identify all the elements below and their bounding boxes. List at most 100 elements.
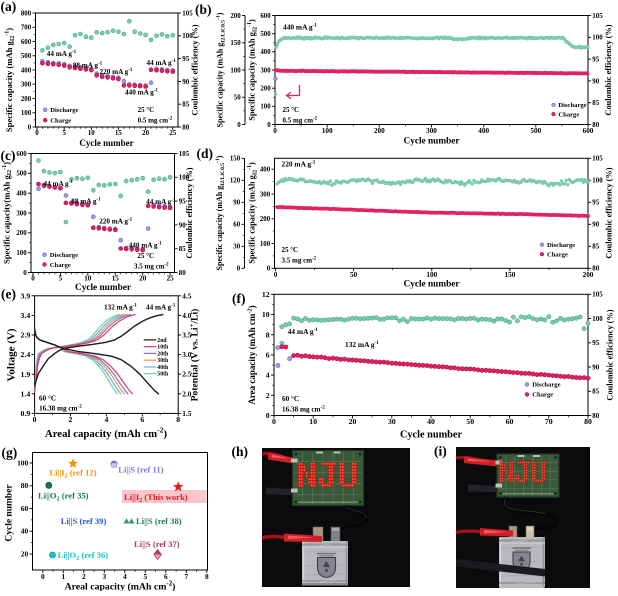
svg-text:500: 500 — [21, 53, 32, 60]
svg-text:25: 25 — [167, 275, 175, 283]
svg-text:Cycle number: Cycle number — [403, 137, 459, 147]
svg-text:25 °C: 25 °C — [282, 246, 299, 254]
svg-text:100: 100 — [426, 271, 437, 279]
svg-text:6: 6 — [266, 351, 270, 360]
svg-text:Cycle number: Cycle number — [400, 430, 462, 441]
svg-text:88 mA g-1: 88 mA g-1 — [71, 198, 101, 206]
svg-text:5: 5 — [62, 130, 66, 137]
svg-text:44 mA g-1: 44 mA g-1 — [47, 50, 77, 58]
svg-text:2: 2 — [69, 415, 73, 424]
svg-text:3.9: 3.9 — [21, 291, 31, 300]
svg-text:80: 80 — [179, 270, 186, 277]
svg-text:Charge: Charge — [547, 252, 568, 259]
svg-text:0: 0 — [237, 122, 241, 129]
svg-text:15: 15 — [112, 275, 120, 283]
svg-text:(e): (e) — [1, 287, 16, 302]
svg-text:44 mA g-1: 44 mA g-1 — [288, 327, 319, 336]
svg-text:25 °C: 25 °C — [138, 106, 155, 114]
svg-text:3: 3 — [102, 572, 106, 581]
svg-text:10: 10 — [88, 130, 95, 137]
svg-text:2: 2 — [266, 391, 270, 400]
svg-text:90: 90 — [182, 79, 189, 86]
svg-text:100: 100 — [182, 33, 193, 40]
svg-text:300: 300 — [21, 82, 32, 89]
svg-text:95: 95 — [592, 57, 599, 64]
svg-text:30: 30 — [388, 417, 396, 426]
svg-text:50: 50 — [466, 417, 474, 426]
svg-text:90: 90 — [592, 78, 599, 85]
svg-text:30th: 30th — [157, 358, 169, 364]
svg-text:200: 200 — [230, 13, 241, 20]
svg-text:Coulombic efficiency (%): Coulombic efficiency (%) — [185, 167, 194, 258]
svg-text:40: 40 — [21, 527, 29, 536]
svg-text:Specific capacity (mAh gI2-1): Specific capacity (mAh gI2-1) — [247, 19, 258, 121]
svg-text:10th: 10th — [157, 345, 169, 351]
svg-text:80: 80 — [592, 266, 599, 273]
svg-text:105: 105 — [182, 10, 193, 17]
svg-text:80: 80 — [584, 417, 592, 426]
svg-text:100: 100 — [230, 67, 241, 74]
svg-text:88 mA g-1: 88 mA g-1 — [73, 62, 103, 70]
svg-text:6: 6 — [164, 572, 168, 581]
svg-text:85: 85 — [592, 244, 599, 251]
svg-text:Li||S (ref 38): Li||S (ref 38) — [136, 516, 182, 526]
svg-text:10: 10 — [84, 275, 92, 283]
svg-text:132 mA g-1: 132 mA g-1 — [345, 340, 379, 349]
svg-text:300: 300 — [260, 191, 271, 198]
svg-text:(c): (c) — [1, 148, 16, 163]
svg-text:Discharge: Discharge — [50, 252, 78, 259]
svg-text:Li||I2 (This work): Li||I2 (This work) — [124, 492, 188, 504]
svg-text:25 °C: 25 °C — [283, 106, 300, 114]
svg-text:20: 20 — [21, 549, 29, 558]
svg-text:2.9: 2.9 — [21, 331, 31, 340]
svg-text:105: 105 — [592, 156, 603, 163]
svg-text:0: 0 — [272, 417, 276, 426]
svg-text:85: 85 — [592, 100, 599, 107]
svg-text:90: 90 — [592, 222, 599, 229]
svg-text:(d): (d) — [197, 146, 214, 161]
svg-text:440 mA g-1: 440 mA g-1 — [129, 242, 162, 250]
svg-text:600: 600 — [16, 151, 27, 158]
svg-text:Coulombic efficiency (%): Coulombic efficiency (%) — [605, 167, 614, 258]
svg-text:105: 105 — [592, 292, 603, 299]
svg-text:Specific capacity (mAh gI2/LiC: Specific capacity (mAh gI2/LiC0.5-1) — [215, 12, 226, 127]
svg-text:(f): (f) — [232, 291, 246, 306]
svg-text:Coulombic efficiency (%): Coulombic efficiency (%) — [191, 24, 200, 115]
svg-text:400: 400 — [21, 67, 32, 74]
svg-text:300: 300 — [260, 67, 271, 74]
svg-text:(g): (g) — [2, 445, 18, 460]
svg-text:600: 600 — [583, 127, 594, 135]
svg-text:95: 95 — [592, 340, 599, 347]
svg-text:200: 200 — [16, 230, 27, 237]
svg-text:2nd: 2nd — [157, 338, 167, 344]
svg-text:44 mA g-1: 44 mA g-1 — [147, 59, 177, 67]
svg-text:200: 200 — [583, 271, 594, 279]
svg-text:300: 300 — [426, 127, 437, 135]
svg-text:500: 500 — [260, 31, 271, 38]
svg-text:Specific capacity (mAh gI2-1): Specific capacity (mAh gI2-1) — [247, 162, 258, 264]
svg-text:20th: 20th — [157, 351, 169, 357]
svg-text:2.0: 2.0 — [182, 389, 191, 398]
svg-text:50: 50 — [234, 95, 241, 102]
svg-text:Li||I2 (ref 12): Li||I2 (ref 12) — [49, 468, 96, 480]
svg-text:Specific capacity (mAh gI2/LiC: Specific capacity (mAh gI2/LiC0.5-1) — [215, 155, 226, 270]
svg-text:7: 7 — [184, 572, 188, 581]
svg-text:60: 60 — [233, 222, 240, 229]
svg-text:12: 12 — [262, 290, 270, 299]
svg-text:95: 95 — [182, 56, 189, 63]
svg-text:90: 90 — [592, 364, 599, 371]
svg-text:0: 0 — [237, 266, 241, 273]
svg-text:100: 100 — [322, 127, 333, 135]
svg-text:Li||O2 (ref 36): Li||O2 (ref 36) — [58, 550, 109, 562]
svg-text:5: 5 — [59, 275, 63, 283]
svg-text:220 mA g-1: 220 mA g-1 — [282, 160, 316, 169]
svg-text:8: 8 — [266, 330, 270, 339]
svg-text:44 mA g-1: 44 mA g-1 — [146, 304, 176, 312]
svg-text:4: 4 — [266, 371, 270, 380]
svg-text:0: 0 — [31, 275, 35, 283]
svg-text:44 mA g-1: 44 mA g-1 — [146, 198, 176, 206]
svg-text:95: 95 — [592, 200, 599, 207]
svg-text:800: 800 — [21, 10, 32, 17]
svg-text:Li||S (ref 37): Li||S (ref 37) — [134, 539, 180, 549]
svg-text:Specific capacity(mAh gI2-1): Specific capacity(mAh gI2-1) — [1, 162, 13, 264]
